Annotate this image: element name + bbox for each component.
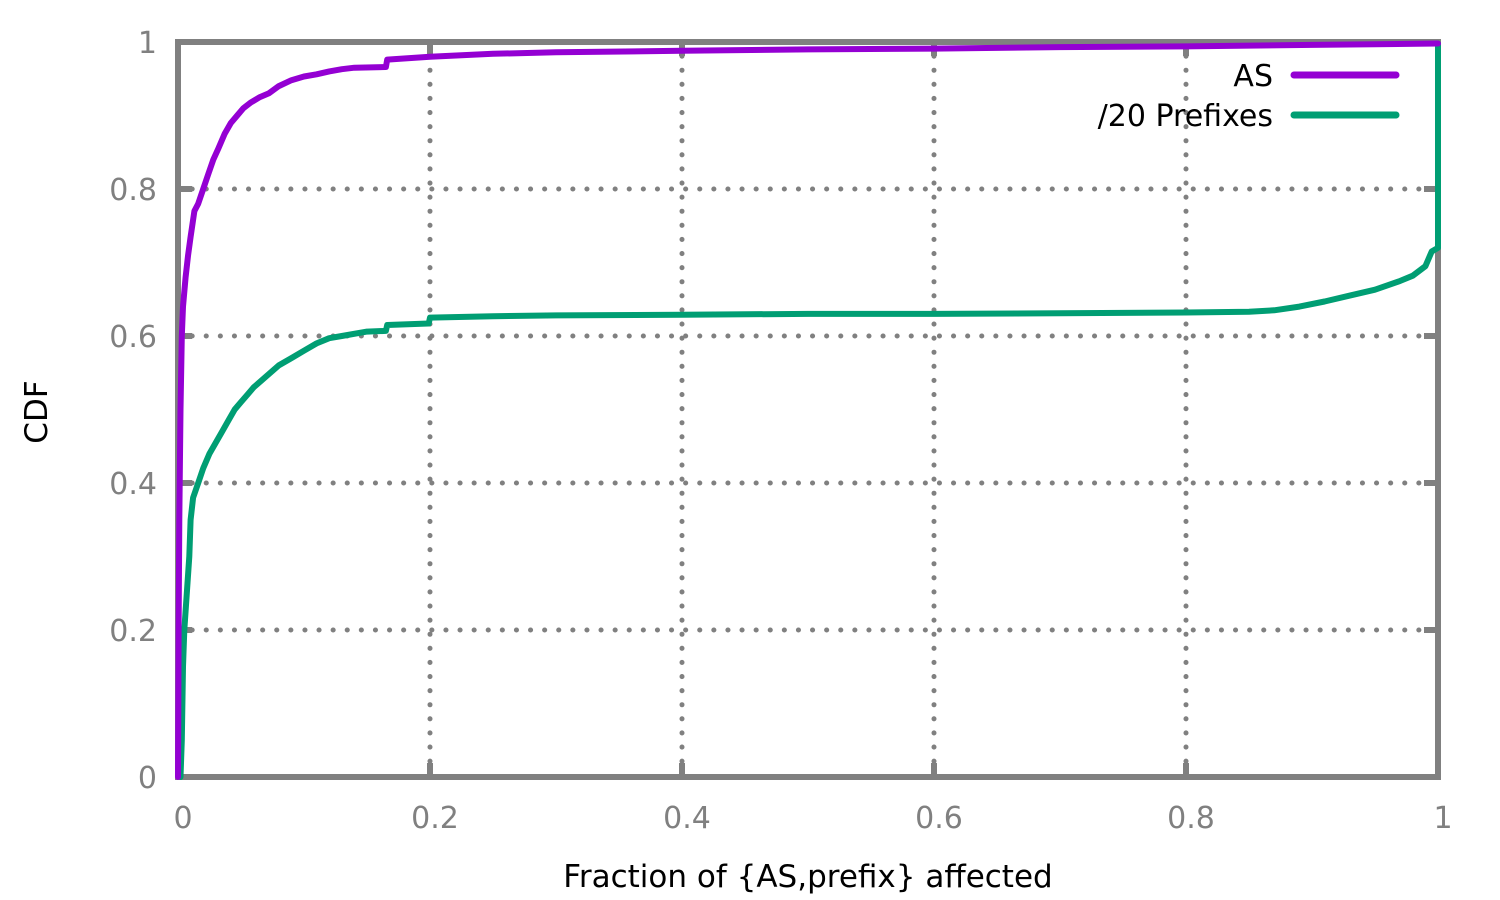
legend-label-prefixes: /20 Prefixes [1098,99,1273,134]
series-line-prefixes [177,40,1441,780]
plot-border [175,39,1441,780]
y-tick-label: 0.2 [109,614,157,649]
x-tick-label: 0.6 [915,801,963,836]
y-tick-label: 0.6 [109,320,157,355]
x-tick-label: 0.2 [411,801,459,836]
tick-labels: 0 0.2 0.4 0.6 0.8 1 0 0.2 0.4 0.6 0.8 1 [109,26,1452,836]
x-tick-label: 0.8 [1167,801,1215,836]
x-tick-label: 0.4 [663,801,711,836]
y-tick-label: 0.8 [109,173,157,208]
y-tick-label: 0.4 [109,467,157,502]
y-axis-title: CDF [19,380,55,443]
plot-frame [175,39,1441,780]
y-tick-label: 0 [138,761,157,796]
series-lines [175,40,1441,780]
x-tick-label: 0 [173,801,192,836]
x-axis-title: Fraction of {AS,prefix} affected [563,859,1052,895]
legend: AS/20 Prefixes [1098,59,1400,134]
grid-lines [175,39,1441,780]
x-tick-label: 1 [1433,801,1452,836]
legend-label-as: AS [1233,59,1273,94]
series-line-as [175,40,1441,780]
y-tick-label: 1 [138,26,157,61]
